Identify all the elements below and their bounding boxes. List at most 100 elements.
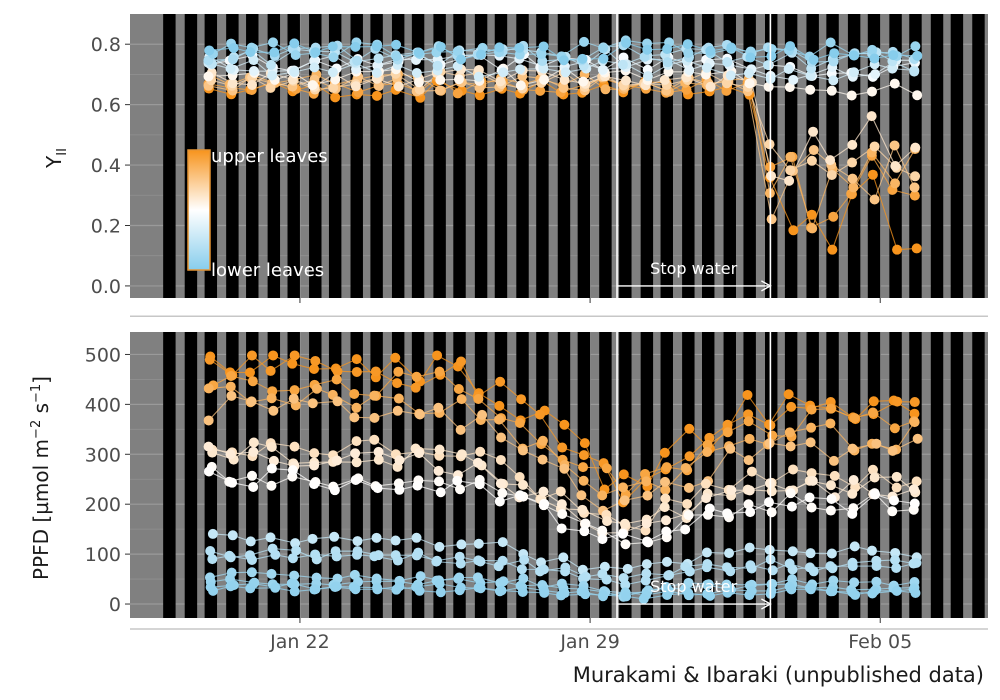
- data-point: [372, 483, 383, 494]
- y-tick-label: 0.6: [91, 95, 121, 117]
- data-point: [477, 409, 488, 420]
- data-point: [785, 41, 796, 52]
- data-point: [289, 350, 300, 361]
- top-points: [203, 35, 923, 255]
- night-band: [702, 332, 715, 618]
- data-point: [890, 178, 901, 189]
- night-band: [411, 332, 425, 618]
- bottom-stop-water-arrow: [617, 598, 772, 610]
- data-point: [701, 62, 712, 73]
- data-point: [433, 402, 444, 413]
- legend-top-label: upper leaves: [211, 146, 328, 167]
- data-point: [684, 65, 695, 76]
- data-point: [867, 44, 878, 55]
- data-point: [825, 155, 836, 166]
- data-point: [743, 68, 754, 79]
- data-point: [247, 470, 258, 481]
- data-point: [472, 457, 483, 468]
- data-point: [208, 585, 219, 596]
- data-point: [413, 547, 424, 558]
- data-point: [661, 515, 672, 526]
- night-band: [765, 332, 778, 618]
- data-point: [805, 584, 816, 595]
- data-point: [684, 566, 695, 577]
- data-point: [912, 50, 923, 61]
- data-point: [742, 389, 753, 400]
- data-point: [246, 554, 257, 565]
- data-point: [847, 488, 858, 499]
- data-point: [329, 531, 340, 542]
- data-point: [578, 76, 589, 87]
- data-point: [392, 555, 403, 566]
- x-tick-label: Jan 22: [269, 631, 330, 653]
- data-point: [474, 82, 485, 93]
- data-point: [495, 76, 506, 87]
- data-point: [560, 67, 571, 78]
- data-point: [435, 41, 446, 52]
- data-point: [393, 393, 404, 404]
- night-band: [847, 332, 861, 618]
- data-point: [870, 489, 881, 500]
- data-point: [661, 462, 672, 473]
- data-point: [579, 526, 590, 537]
- data-point: [371, 90, 382, 101]
- night-band: [184, 332, 198, 618]
- data-point: [410, 382, 421, 393]
- data-point: [351, 436, 362, 447]
- data-point: [702, 439, 713, 450]
- data-point: [245, 47, 256, 58]
- data-point: [225, 381, 236, 392]
- data-point: [369, 434, 380, 445]
- top-x-ticks: [299, 298, 881, 303]
- data-point: [494, 496, 505, 507]
- night-band: [163, 14, 176, 298]
- data-point: [849, 541, 860, 552]
- data-point: [392, 378, 403, 389]
- data-point: [724, 548, 735, 559]
- data-point: [496, 432, 507, 443]
- data-point: [598, 43, 609, 54]
- data-point: [266, 59, 277, 70]
- data-point: [309, 584, 320, 595]
- data-point: [702, 579, 713, 590]
- data-point: [889, 78, 900, 89]
- data-point: [602, 516, 613, 527]
- data-point: [291, 545, 302, 556]
- data-point: [371, 532, 382, 543]
- data-point: [265, 365, 276, 376]
- data-point: [892, 396, 903, 407]
- top-y-axis-title: YII: [42, 148, 70, 169]
- data-point: [701, 547, 712, 558]
- data-point: [829, 470, 840, 481]
- arrow-head: [761, 280, 772, 292]
- data-point: [826, 85, 837, 96]
- data-point: [411, 532, 422, 543]
- data-point: [871, 560, 882, 571]
- data-point: [618, 469, 629, 480]
- data-point: [660, 484, 671, 495]
- data-point: [332, 366, 343, 377]
- data-point: [474, 90, 485, 101]
- data-point: [497, 555, 508, 566]
- data-point: [638, 593, 649, 604]
- night-band: [660, 332, 673, 618]
- data-point: [329, 485, 340, 496]
- data-point: [559, 419, 570, 430]
- data-point: [289, 570, 300, 581]
- data-point: [309, 479, 320, 490]
- y-tick-label: 0.8: [91, 34, 121, 56]
- data-point: [911, 557, 922, 568]
- data-point: [474, 479, 485, 490]
- data-point: [268, 350, 279, 361]
- data-point: [788, 464, 799, 475]
- y-tick-label: 300: [85, 444, 121, 466]
- data-point: [909, 417, 920, 428]
- data-point: [228, 43, 239, 54]
- data-point: [662, 44, 673, 55]
- data-point: [825, 480, 836, 491]
- data-point: [473, 582, 484, 593]
- data-point: [456, 54, 467, 65]
- data-point: [871, 576, 882, 587]
- data-point: [227, 54, 238, 65]
- data-point: [598, 53, 609, 64]
